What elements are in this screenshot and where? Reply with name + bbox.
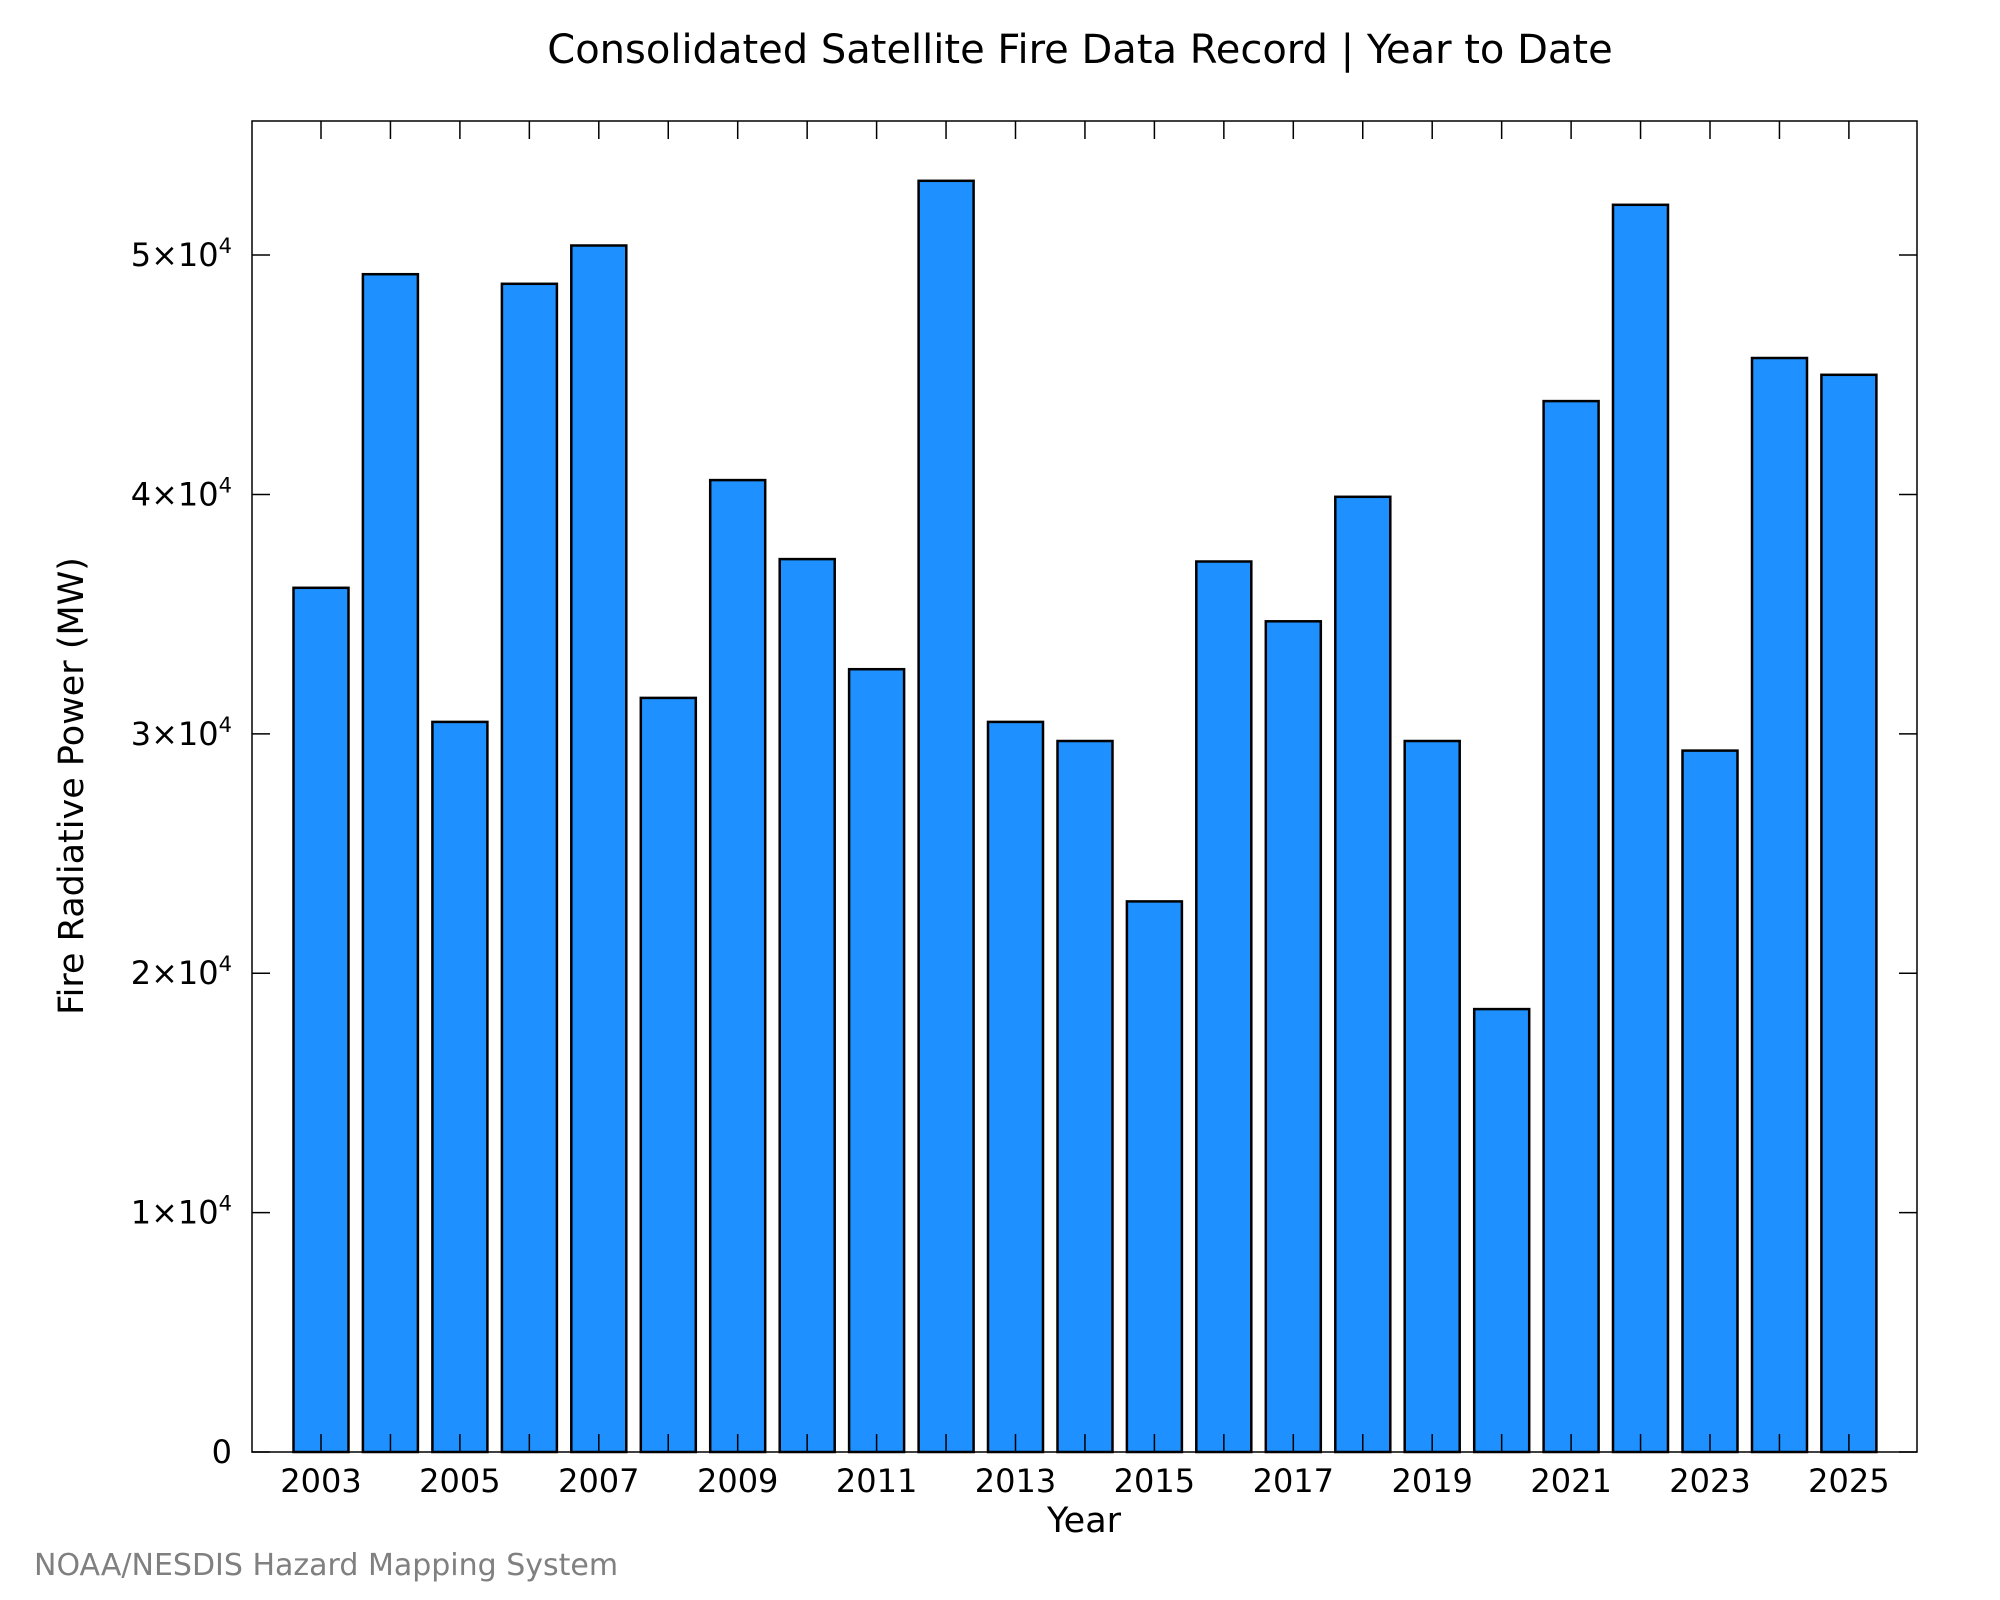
x-axis: 2003 2005 2007 2009 2011 2013 2015 2017 2019 2021… (280, 121, 1890, 1500)
bar-2015 (1125, 900, 1184, 1454)
x-tick-label: 2023 (1669, 1462, 1750, 1500)
bar-2010 (778, 557, 836, 1454)
x-tick-label: 2011 (836, 1462, 917, 1500)
bar-series (292, 179, 1878, 1454)
bar-2013 (986, 720, 1045, 1454)
bar-2014 (1056, 739, 1114, 1454)
x-axis-label: Year (1046, 1501, 1122, 1541)
y-tick-label: 0 (212, 1433, 232, 1471)
bar-2025 (1820, 373, 1878, 1454)
bar-2011 (847, 667, 906, 1454)
bar-2003 (292, 586, 350, 1454)
x-tick-label: 2005 (419, 1462, 500, 1500)
source-credit: NOAA/NESDIS Hazard Mapping System (34, 1548, 618, 1583)
bar-2006 (500, 282, 559, 1454)
bar-2020 (1472, 1007, 1531, 1454)
bar-2018 (1334, 495, 1392, 1454)
y-axis-label: Fire Radiative Power (MW) (52, 557, 92, 1015)
bar-2017 (1264, 620, 1323, 1454)
bar-2012 (917, 179, 975, 1454)
bar-2008 (639, 696, 698, 1454)
x-tick-label: 2019 (1391, 1462, 1472, 1500)
bar-2009 (708, 478, 767, 1454)
bar-2024 (1750, 356, 1809, 1454)
y-tick-label: 3×104 (131, 713, 232, 753)
y-tick-label: 5×104 (131, 234, 232, 274)
x-tick-label: 2017 (1253, 1462, 1334, 1500)
bar-2021 (1542, 399, 1600, 1454)
y-tick-label: 4×104 (131, 473, 232, 513)
x-tick-label: 2013 (975, 1462, 1056, 1500)
bar-2004 (361, 272, 420, 1454)
y-tick-label: 2×104 (131, 952, 232, 992)
x-tick-label: 2003 (280, 1462, 361, 1500)
x-tick-label: 2009 (697, 1462, 778, 1500)
x-tick-label: 2007 (558, 1462, 639, 1500)
bar-2007 (570, 244, 628, 1454)
x-tick-label: 2015 (1114, 1462, 1195, 1500)
bar-2023 (1681, 749, 1739, 1454)
chart-title: Consolidated Satellite Fire Data Record … (547, 27, 1612, 73)
bar-2016 (1195, 560, 1253, 1454)
bar-2022 (1611, 203, 1670, 1454)
x-tick-label: 2021 (1530, 1462, 1611, 1500)
y-axis: 0 1×104 2×104 3×104 4×104 5×104 (131, 234, 1917, 1471)
y-tick-label: 1×104 (131, 1192, 232, 1232)
bar-2019 (1403, 739, 1461, 1454)
x-tick-label: 2025 (1808, 1462, 1889, 1500)
bar-2005 (431, 720, 489, 1454)
